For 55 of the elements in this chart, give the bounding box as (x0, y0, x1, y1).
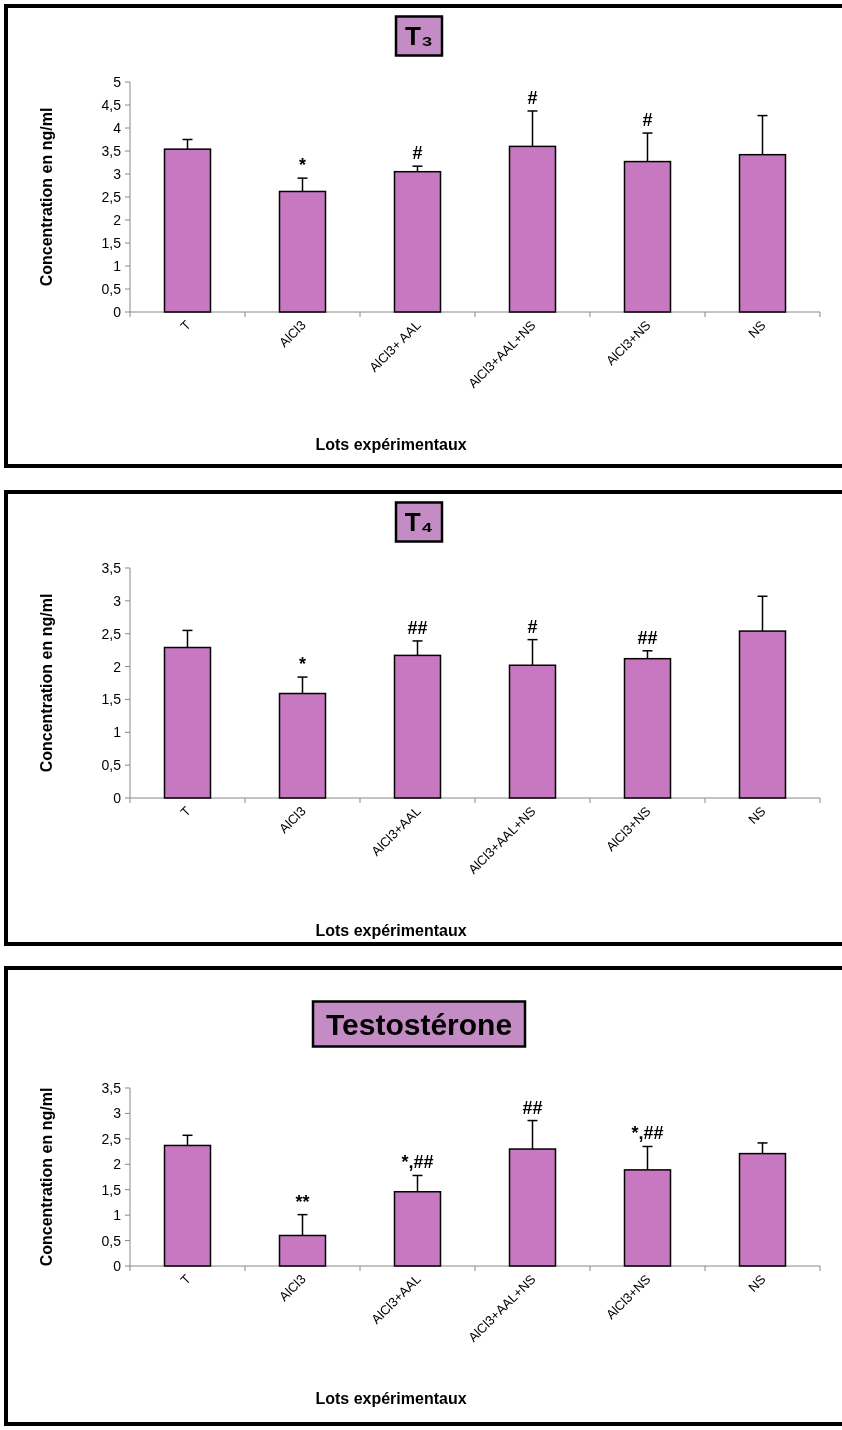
x-axis-title: Lots expérimentaux (315, 436, 467, 453)
x-tick-label: NS (745, 803, 769, 827)
x-tick-label: T (177, 317, 194, 334)
annotation: ** (295, 1191, 310, 1212)
y-tick-label: 4 (113, 120, 122, 136)
y-tick-label: 2,5 (101, 189, 122, 205)
annotation: # (642, 110, 653, 131)
x-axis-title: Lots expérimentaux (315, 922, 467, 939)
x-tick-label: T (177, 803, 194, 820)
y-tick-label: 1,5 (101, 1181, 122, 1198)
annotation: ## (522, 1097, 543, 1118)
y-tick-label: 2,5 (101, 625, 122, 642)
y-axis-title: Concentration en ng/ml (38, 1087, 55, 1267)
chart-title: T₃ (405, 21, 433, 52)
y-tick-label: 1 (113, 258, 122, 274)
annotation: *,## (401, 1152, 434, 1173)
annotation: ## (407, 617, 428, 638)
annotation: * (298, 155, 307, 176)
annotation: # (527, 87, 538, 108)
annotation: # (527, 616, 538, 637)
x-tick-label: NS (745, 317, 769, 341)
annotation: *,## (631, 1123, 664, 1144)
y-tick-label: 2 (113, 658, 122, 675)
y-tick-label: 4,5 (101, 97, 122, 113)
y-axis-title: Concentration en ng/ml (38, 593, 55, 773)
x-tick-label: T (177, 1271, 194, 1288)
annotation: # (412, 143, 423, 164)
y-tick-label: 0,5 (101, 1232, 122, 1249)
y-tick-label: 5 (113, 74, 122, 90)
annotation: ## (637, 627, 658, 648)
y-tick-label: 0 (113, 790, 122, 806)
y-tick-label: 0,5 (101, 281, 122, 297)
y-tick-label: 1 (113, 1207, 122, 1224)
y-tick-label: 2 (113, 212, 122, 228)
y-tick-label: 2 (113, 1156, 122, 1173)
y-tick-label: 0 (113, 1258, 122, 1274)
y-tick-label: 1,5 (101, 691, 122, 708)
x-tick-label: NS (745, 1271, 769, 1295)
y-tick-label: 2,5 (101, 1130, 122, 1147)
y-tick-label: 1,5 (101, 235, 122, 251)
chart-title: Testostérone (325, 1007, 513, 1041)
y-tick-label: 0 (113, 304, 122, 320)
y-tick-label: 3 (113, 1105, 122, 1122)
x-axis-title: Lots expérimentaux (315, 1390, 467, 1407)
annotation: * (298, 654, 307, 675)
chart-title: T₄ (404, 507, 434, 538)
y-tick-label: 1 (113, 724, 122, 741)
y-tick-label: 3,5 (101, 143, 122, 159)
y-axis-title: Concentration en ng/ml (38, 107, 55, 287)
y-tick-label: 3 (113, 592, 122, 609)
y-tick-label: 3 (113, 166, 122, 182)
y-tick-label: 3,5 (101, 560, 122, 576)
y-tick-label: 3,5 (101, 1080, 122, 1096)
bar (393, 170, 442, 313)
y-tick-label: 0,5 (101, 757, 122, 774)
